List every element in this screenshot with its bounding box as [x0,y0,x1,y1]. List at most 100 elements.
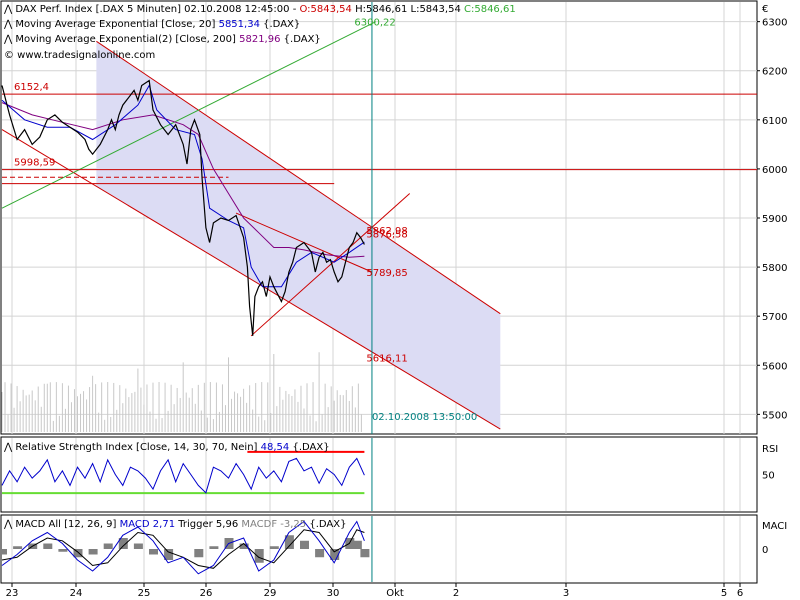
macd-histogram-bar [254,549,264,563]
macd-histogram-bar [133,543,143,549]
macd-histogram-bar [0,549,7,555]
rsi-label: Relative Strength Index [Close, 14, 30, … [15,442,257,453]
currency-label: € [762,4,768,15]
channel-upper-line [96,40,501,315]
collapse-icon[interactable]: ⋀ [3,519,13,530]
annotation-label: 5862,98 [366,226,407,237]
annotation-label: 02.10.2008 13:50:00 [372,412,477,423]
annotation-label: 5789,85 [366,268,407,279]
macd-histogram-bar [209,546,219,549]
macd-value: MACD 2,71 [120,519,175,530]
rsi-line [1,457,365,494]
macd-histogram-bar [315,549,325,558]
y-tick-label: 5700 [762,312,787,323]
channel-band [96,41,501,430]
instrument-label: DAX Perf. Index [.DAX 5 Minuten] 02.10.2… [15,4,299,15]
macd-trigger-line [1,529,365,569]
macd-histogram-bar [300,540,309,549]
horizontal-levels: 6152,4 5998,59 [2,82,757,185]
macd-histogram-bar [239,543,249,549]
ema20-line [1,84,365,288]
collapse-icon[interactable]: ⋀ [3,19,13,30]
ema200-value: 5821,96 [239,34,280,45]
x-tick-label: 6 [737,588,743,599]
y-tick-label: 6000 [762,165,787,176]
macdf-value: MACDF -3,25 [241,519,306,530]
macd-histogram-bar [73,549,83,558]
macd-label: MACD All [12, 26, 9] [15,519,116,530]
ema200-line [1,102,365,258]
ema20-label: Moving Average Exponential [Close, 20] [15,19,215,30]
collapse-icon[interactable]: ⋀ [3,34,13,45]
price-legend: ⋀ DAX Perf. Index [.DAX 5 Minuten] 02.10… [3,4,516,61]
macd-y-tick: 0 [762,545,768,556]
ohlc-low: L:5843,54 [407,4,460,15]
ema20-value: 5851,34 [219,19,260,30]
macd-histogram-bar [13,546,23,549]
ohlc-open: O:5843,54 [299,4,351,15]
x-tick-label: 3 [563,588,569,599]
y-tick-label: 6100 [762,116,787,127]
ohlc-close: C:5846,61 [461,4,516,15]
macd-legend: ⋀ MACD All [12, 26, 9] MACD 2,71 Trigger… [3,519,346,530]
svg-text:⋀ MACD All [12, 26, 9]: ⋀ MACD All [12, 26, 9] MACD 2,71 Trigger… [3,519,346,530]
macd-axis-title: MACI [762,521,787,532]
channel-lower-line [1,129,501,430]
svg-text:⋀ Moving Average Exponen: ⋀ Moving Average Exponential(2) [Close, … [3,34,321,45]
macd-histogram-bar [149,549,158,555]
price-line [1,79,365,336]
annotation-label: 6300,22 [354,18,395,29]
rsi-legend: ⋀ Relative Strength Index [Close, 14, 30… [3,442,330,453]
y-tick-label: 6300 [762,18,787,29]
collapse-icon[interactable]: ⋀ [3,4,13,15]
x-tick-label: 30 [327,588,340,599]
y-tick-label: 5500 [762,410,787,421]
svg-text:⋀ Moving Average Exponen: ⋀ Moving Average Exponential [Close, 20]… [3,19,300,30]
y-tick-label: 5800 [762,263,787,274]
y-tick-label: 5600 [762,361,787,372]
collapse-icon[interactable]: ⋀ [3,442,13,453]
y-tick-label: 5900 [762,214,787,225]
macd-histogram-bar [194,549,204,558]
x-tick-label: 26 [200,588,213,599]
macd-histogram-bar [58,549,68,552]
ohlc-high: H:5846,61 [352,4,407,15]
macd-histogram-bar [330,549,340,560]
macd-line [1,520,365,575]
trendline-green [1,21,376,209]
ema20-suffix: {.DAX} [263,19,300,30]
macd-histogram-bar [352,540,362,549]
macd-histogram-bar [103,543,113,549]
macd-histogram-bar [269,546,279,549]
regression-channel [1,21,501,430]
x-tick-label: 23 [6,588,19,599]
svg-text:⋀ Relative Strength Inde: ⋀ Relative Strength Index [Close, 14, 30… [3,442,330,453]
rsi-axis-title: RSI [762,444,778,455]
rsi-value: 48,54 [261,442,290,453]
rsi-suffix: {.DAX} [292,442,329,453]
ema200-label: Moving Average Exponential(2) [Close, 20… [15,34,236,45]
watermark: © www.tradesignalonline.com [4,50,155,61]
level-label: 5998,59 [14,158,55,169]
macd-histogram-bar [360,549,370,558]
macd-histogram-bar [284,535,294,549]
x-tick-label: 25 [138,588,151,599]
macd-histogram-bar [118,538,128,549]
annotation-label: 5876,58 [366,229,407,240]
x-tick-label: 5 [721,588,727,599]
price-series-layer [1,2,373,434]
macd-histogram-bar [43,543,53,549]
trend-triangle-upper [250,193,411,337]
level-label: 6152,4 [14,82,49,93]
x-tick-label: 24 [70,588,83,599]
rsi-series-layer: 50 [1,438,775,511]
annotation-label: 5616,11 [366,353,407,364]
macd-trigger-value: Trigger 5,96 [177,519,238,530]
macd-suffix: {.DAX} [309,519,346,530]
ema200-suffix: {.DAX} [284,34,321,45]
svg-text:⋀ DAX Perf. Index [.DAX: ⋀ DAX Perf. Index [.DAX 5 Minuten] 02.10… [3,4,516,15]
x-tick-label: 2 [453,588,459,599]
y-tick-label: 6200 [762,67,787,78]
